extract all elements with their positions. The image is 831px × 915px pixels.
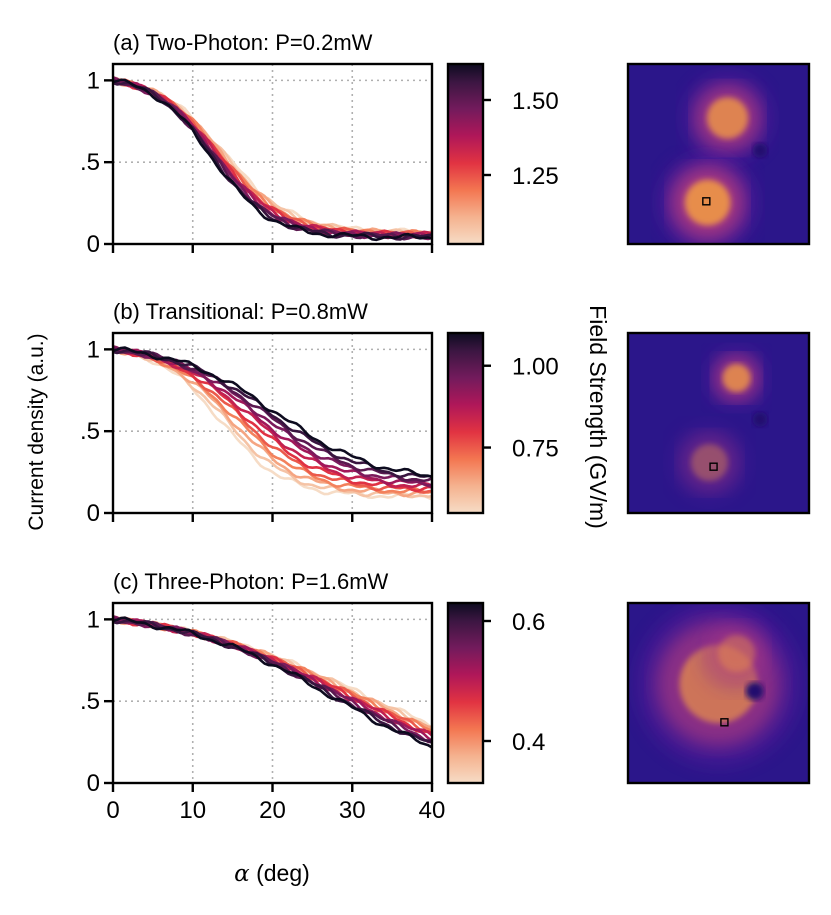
emission-spot-core — [718, 634, 756, 672]
image-frame — [626, 331, 811, 515]
series-group — [112, 615, 433, 749]
x-axis-label-text: α (deg) — [234, 860, 310, 887]
y-tick-label: 1 — [87, 606, 100, 633]
panel-0: (a) Two-Photon: P=0.2mW 0 .5 1 1.25 1.50 — [80, 30, 811, 258]
series-line — [112, 348, 433, 494]
panel-1: (b) Transitional: P=0.8mW 0 .5 1 0.75 1.00 — [80, 299, 811, 527]
y-tick-label: .5 — [80, 688, 100, 715]
emission-image — [626, 331, 811, 515]
x-tick-label: 30 — [339, 797, 366, 824]
roi-marker — [709, 462, 718, 471]
series-line — [112, 345, 433, 499]
emission-image — [626, 601, 811, 785]
panel-2: (c) Three-Photon: P=1.6mW 0 10 20 30 40 0 .5 1 0.… — [80, 569, 811, 824]
dark-spot — [752, 143, 768, 158]
y-axis-label: Current density (a.u.) — [25, 333, 48, 530]
series-group — [112, 345, 433, 501]
dark-spot — [745, 682, 764, 701]
y-axis-label-text: Current density (a.u.) — [25, 333, 48, 530]
series-line — [112, 616, 433, 742]
series-line — [112, 616, 433, 749]
x-axis-label-unit: (deg) — [250, 860, 310, 886]
image-content — [628, 603, 809, 783]
series-line — [112, 347, 433, 489]
panel-title: (b) Transitional: P=0.8mW — [113, 299, 368, 324]
colorbar-label: Field Strength (GV/m) — [585, 305, 611, 529]
series-line — [112, 346, 433, 479]
colorbar — [446, 62, 485, 246]
colorbar-tick-label: 1.50 — [512, 88, 559, 115]
series-line — [112, 78, 433, 242]
x-tick-label: 20 — [259, 797, 286, 824]
y-tick-label: 0 — [87, 770, 100, 797]
x-tick-label: 0 — [106, 797, 119, 824]
colorbar-tick-label: 1.00 — [512, 354, 559, 381]
y-tick-label: .5 — [80, 149, 100, 176]
x-axis-label: α (deg) — [234, 860, 310, 887]
emission-spot-core — [722, 363, 751, 393]
series-line — [112, 348, 433, 479]
colorbar — [446, 601, 485, 785]
panel-title: (a) Two-Photon: P=0.2mW — [113, 30, 373, 55]
colorbar-tick-label: 0.4 — [512, 729, 545, 756]
emission-spot-core — [706, 97, 749, 139]
x-axis-label-var: α — [234, 861, 250, 887]
series-group — [112, 76, 433, 242]
y-tick-label: 0 — [87, 231, 100, 258]
colorbar-tick-label: 1.25 — [512, 163, 559, 190]
roi-marker — [702, 197, 711, 206]
colorbar-tick-label: 0.75 — [512, 436, 559, 463]
series-line — [112, 346, 433, 501]
image-frame — [626, 601, 811, 785]
roi-marker — [720, 718, 729, 727]
x-tick-label: 40 — [419, 797, 446, 824]
x-tick-label: 10 — [179, 797, 206, 824]
y-tick-label: 0 — [87, 500, 100, 527]
colorbar-tick-label: 0.6 — [512, 609, 545, 636]
emission-image — [626, 62, 811, 246]
y-tick-label: .5 — [80, 418, 100, 445]
colorbar-label-text: Field Strength (GV/m) — [585, 305, 611, 529]
emission-spot-core — [684, 179, 731, 226]
image-frame — [626, 62, 811, 246]
dark-spot — [752, 412, 768, 427]
y-tick-label: 1 — [87, 336, 100, 363]
image-content — [628, 64, 809, 244]
image-content — [628, 333, 809, 513]
y-tick-label: 1 — [87, 67, 100, 94]
colorbar — [446, 331, 485, 515]
panel-title: (c) Three-Photon: P=1.6mW — [113, 569, 389, 594]
